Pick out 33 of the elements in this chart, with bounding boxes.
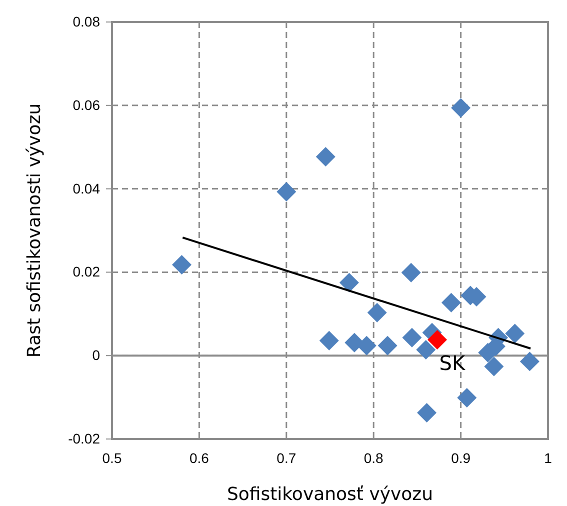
x-tick-label: 1	[544, 450, 552, 466]
point	[484, 356, 504, 376]
point	[428, 330, 448, 350]
y-axis-title: Rast sofistikovanosti vývozu	[24, 103, 45, 358]
point	[276, 182, 296, 202]
x-tick-label: 0.5	[102, 450, 122, 466]
point	[417, 402, 437, 422]
point	[378, 336, 398, 356]
point	[520, 352, 540, 372]
point	[172, 254, 192, 274]
point	[451, 98, 471, 118]
y-tick-label: 0.02	[72, 264, 100, 280]
point	[416, 340, 436, 360]
x-tick-label: 0.9	[451, 450, 471, 466]
x-tick-label: 0.7	[276, 450, 296, 466]
y-tick-label: 0	[92, 347, 100, 364]
point	[319, 330, 339, 350]
y-tick-label: 0.08	[72, 13, 100, 30]
x-tick-label: 0.8	[364, 450, 384, 466]
y-tick-label: -0.02	[68, 430, 100, 446]
point	[401, 262, 421, 282]
y-tick-label: 0.04	[72, 180, 100, 196]
point	[402, 328, 422, 348]
point	[441, 292, 461, 312]
point	[339, 272, 359, 292]
x-axis-title: Sofistikovanosť vývozu	[226, 484, 434, 505]
point	[505, 324, 525, 344]
point	[367, 302, 387, 322]
x-tick-label: 0.6	[189, 450, 210, 466]
y-tick-label: 0.06	[72, 96, 100, 113]
point	[457, 388, 477, 408]
annotation: SK	[439, 350, 466, 375]
point	[316, 146, 336, 166]
